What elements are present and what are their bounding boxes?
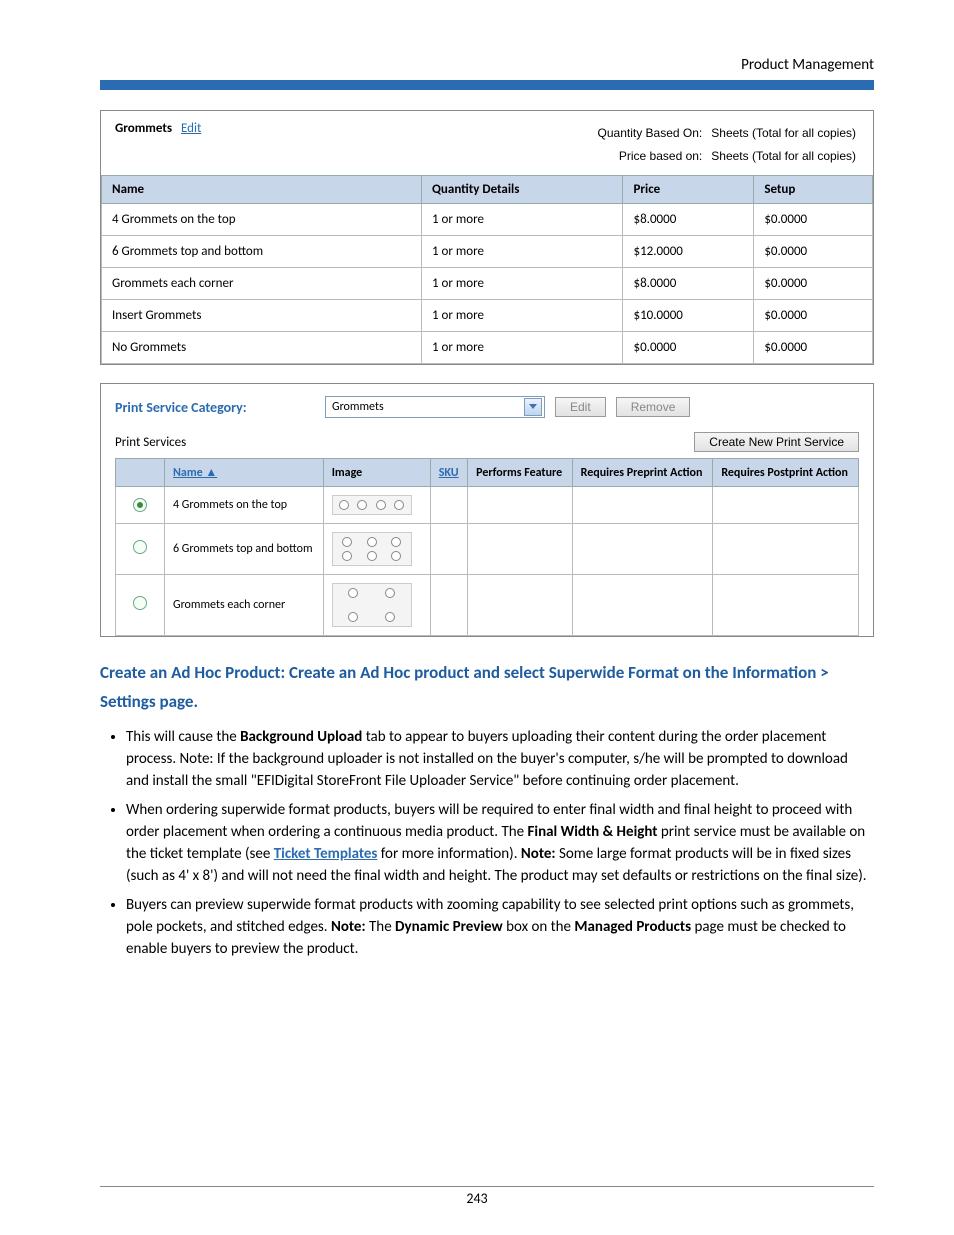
column-header: Setup: [754, 176, 873, 204]
grommet-pattern-icon: [332, 532, 412, 566]
remove-button[interactable]: Remove: [616, 397, 691, 417]
grommets-edit-link[interactable]: Edit: [181, 121, 201, 136]
print-service-category-panel: Print Service Category: Grommets Edit Re…: [100, 383, 874, 637]
list-item: Buyers can preview superwide format prod…: [126, 895, 874, 960]
table-row: Grommets each corner: [116, 575, 859, 636]
row-radio[interactable]: [133, 540, 147, 554]
category-select[interactable]: Grommets: [325, 396, 545, 418]
list-item: When ordering superwide format products,…: [126, 800, 874, 887]
column-header: Image: [323, 459, 430, 487]
column-header: Quantity Details: [422, 176, 623, 204]
table-row: 6 Grommets top and bottom: [116, 524, 859, 575]
table-row: Insert Grommets1 or more$10.0000$0.0000: [102, 300, 873, 332]
row-radio[interactable]: [133, 596, 147, 610]
grommets-title: Grommets: [115, 121, 172, 136]
create-print-service-button[interactable]: Create New Print Service: [694, 432, 859, 452]
row-radio[interactable]: [133, 498, 147, 512]
column-header: Performs Feature: [468, 459, 573, 487]
pricing-basis: Quantity Based On:Sheets (Total for all …: [595, 121, 859, 169]
section-heading: Create an Ad Hoc Product: Create an Ad H…: [100, 659, 874, 717]
column-header[interactable]: SKU: [430, 459, 467, 487]
list-item: This will cause the Background Upload ta…: [126, 727, 874, 792]
print-services-label: Print Services: [115, 435, 186, 450]
chevron-down-icon: [524, 398, 542, 416]
edit-button[interactable]: Edit: [555, 397, 606, 417]
column-header: Requires Preprint Action: [572, 459, 713, 487]
table-row: 4 Grommets on the top: [116, 487, 859, 524]
print-services-table: Name ▲ImageSKUPerforms FeatureRequires P…: [115, 458, 859, 636]
column-header: Name: [102, 176, 422, 204]
column-header[interactable]: Name ▲: [165, 459, 324, 487]
category-select-value: Grommets: [332, 400, 384, 414]
grommet-pattern-icon: [332, 583, 412, 627]
table-row: 4 Grommets on the top1 or more$8.0000$0.…: [102, 204, 873, 236]
column-header: [116, 459, 165, 487]
bullet-list: This will cause the Background Upload ta…: [100, 727, 874, 961]
service-name: 4 Grommets on the top: [165, 487, 324, 524]
service-name: 6 Grommets top and bottom: [165, 524, 324, 575]
table-row: Grommets each corner1 or more$8.0000$0.0…: [102, 268, 873, 300]
grommets-pricing-panel: Grommets Edit Quantity Based On:Sheets (…: [100, 110, 874, 365]
column-header: Price: [623, 176, 754, 204]
page-number: 243: [0, 1190, 954, 1207]
header-right: Product Management: [741, 56, 874, 74]
ticket-templates-link[interactable]: Ticket Templates: [274, 845, 378, 863]
category-label: Print Service Category:: [115, 399, 315, 416]
column-header: Requires Postprint Action: [713, 459, 859, 487]
footer-rule: [100, 1186, 874, 1187]
table-row: 6 Grommets top and bottom1 or more$12.00…: [102, 236, 873, 268]
header-bar: [100, 80, 874, 90]
service-name: Grommets each corner: [165, 575, 324, 636]
grommet-pattern-icon: [332, 495, 412, 515]
grommets-pricing-table: NameQuantity DetailsPriceSetup 4 Grommet…: [101, 175, 873, 364]
table-row: No Grommets1 or more$0.0000$0.0000: [102, 332, 873, 364]
